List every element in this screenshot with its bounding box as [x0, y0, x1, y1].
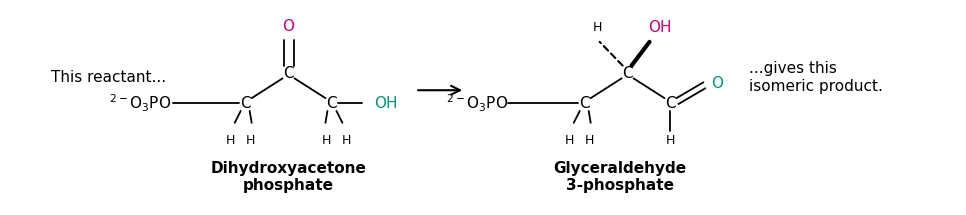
Text: H: H [322, 134, 331, 147]
Text: This reactant...: This reactant... [51, 70, 166, 85]
Text: O: O [283, 18, 295, 34]
Text: H: H [246, 134, 255, 147]
Text: $^{2-}$O$_3$PO: $^{2-}$O$_3$PO [108, 92, 171, 114]
Text: OH: OH [648, 20, 671, 35]
Text: C: C [622, 66, 633, 81]
Text: H: H [593, 21, 603, 34]
Text: C: C [666, 95, 676, 111]
Text: C: C [327, 95, 337, 111]
Text: C: C [580, 95, 590, 111]
Text: H: H [585, 134, 594, 147]
Text: H: H [342, 134, 351, 147]
Text: ...gives this
isomeric product.: ...gives this isomeric product. [750, 61, 883, 94]
Text: Dihydroxyacetone
phosphate: Dihydroxyacetone phosphate [211, 161, 366, 193]
Text: H: H [565, 134, 575, 147]
Text: H: H [666, 134, 675, 147]
Text: $^{2-}$O$_3$PO: $^{2-}$O$_3$PO [445, 92, 508, 114]
Text: C: C [241, 95, 251, 111]
Text: C: C [283, 66, 294, 81]
Text: O: O [711, 76, 724, 91]
Text: H: H [226, 134, 236, 147]
Text: Glyceraldehyde
3-phosphate: Glyceraldehyde 3-phosphate [554, 161, 686, 193]
Text: OH: OH [374, 95, 398, 111]
